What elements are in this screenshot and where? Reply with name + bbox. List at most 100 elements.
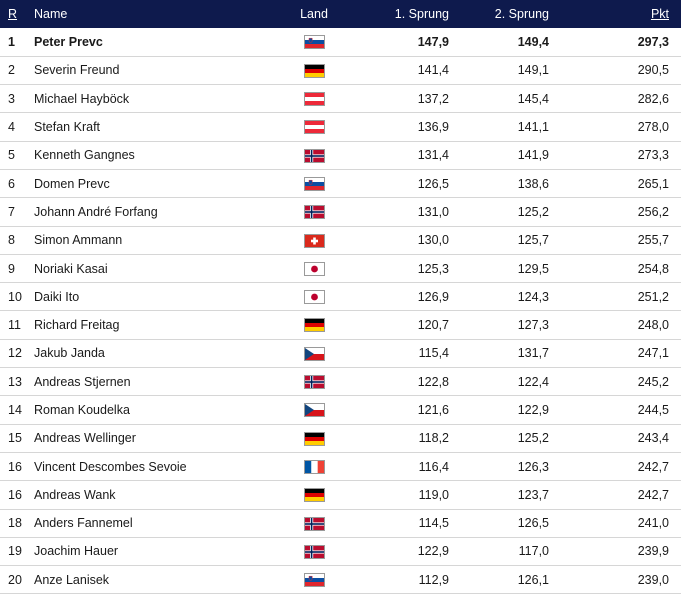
jump1-cell: 126,5 [417, 176, 449, 191]
header-land: Land [300, 7, 328, 21]
jump1-cell: 125,3 [417, 261, 449, 276]
country-cell [279, 339, 349, 367]
jump1-cell: 136,9 [417, 120, 449, 135]
country-cell [279, 481, 349, 509]
athlete-name: Roman Koudelka [34, 403, 130, 417]
jump2-cell: 124,3 [517, 289, 549, 304]
country-cell [279, 169, 349, 197]
points-cell: 255,7 [637, 233, 669, 248]
jump2-cell: 127,3 [517, 318, 549, 333]
rank-cell: 14 [8, 403, 22, 417]
header-points[interactable]: Pkt [650, 7, 669, 21]
country-cell [279, 198, 349, 226]
rank-cell: 6 [8, 176, 15, 191]
header-jump1: 1. Sprung [394, 7, 449, 21]
country-cell [279, 85, 349, 113]
norway-flag-icon [303, 516, 325, 531]
country-cell [279, 509, 349, 537]
country-cell [279, 254, 349, 282]
jump2-cell: 145,4 [517, 91, 549, 106]
table-row: 9 Noriaki Kasai 125,3 129,5 254,8 [0, 254, 681, 283]
jump2-cell: 125,7 [517, 233, 549, 248]
country-cell [279, 283, 349, 311]
athlete-name: Andreas Stjernen [34, 374, 131, 389]
rank-cell: 4 [8, 120, 15, 135]
athlete-name: Joachim Hauer [34, 544, 119, 559]
rank-cell: 7 [8, 204, 15, 219]
athlete-name: Severin Freund [34, 63, 120, 78]
jump2-cell: 129,5 [517, 261, 549, 276]
jump1-cell: 147,9 [417, 34, 449, 49]
athlete-name: Kenneth Gangnes [34, 148, 135, 163]
jump2-cell: 126,5 [517, 516, 549, 531]
points-cell: 256,2 [637, 204, 669, 219]
points-cell: 265,1 [637, 176, 669, 191]
czechia-flag-icon [303, 403, 325, 418]
athlete-name: Simon Ammann [34, 233, 123, 248]
country-cell [279, 424, 349, 452]
jump2-cell: 123,7 [517, 487, 549, 502]
norway-flag-icon [303, 544, 325, 559]
rank-cell: 9 [8, 261, 15, 276]
rank-cell: 2 [8, 63, 15, 78]
athlete-name: Stefan Kraft [34, 120, 101, 135]
athlete-name: Michael Hayböck [34, 91, 130, 106]
athlete-name: Vincent Descombes Sevoie [34, 459, 187, 474]
japan-flag-icon [303, 290, 325, 305]
rank-cell: 11 [8, 318, 21, 333]
jump1-cell: 118,2 [418, 431, 449, 446]
table-row: 12 Jakub Janda 115,4 131,7 247,1 [0, 339, 681, 368]
rank-cell: 10 [8, 289, 22, 304]
points-cell: 297,3 [637, 34, 669, 49]
table-row: 16 Vincent Descombes Sevoie 116,4 126,3 … [0, 452, 681, 481]
results-body: 1 Peter Prevc 147,9 149,4 297,3 2 Severi… [0, 28, 681, 594]
rank-cell: 20 [8, 572, 22, 587]
jump1-cell: 122,8 [417, 374, 449, 389]
athlete-name: Anders Fannemel [34, 516, 133, 531]
points-cell: 290,5 [637, 63, 669, 78]
slovenia-flag-icon [303, 573, 325, 588]
jump1-cell: 131,4 [417, 148, 449, 163]
points-cell: 243,4 [637, 431, 669, 446]
table-row: 11 Richard Freitag 120,7 127,3 248,0 [0, 311, 681, 340]
country-cell [279, 396, 349, 424]
jump1-cell: 120,7 [417, 318, 449, 333]
table-row: 4 Stefan Kraft 136,9 141,1 278,0 [0, 113, 681, 142]
rank-cell: 18 [8, 516, 22, 531]
rank-cell: 8 [8, 233, 15, 248]
points-cell: 245,2 [637, 374, 669, 389]
country-cell [279, 226, 349, 254]
athlete-name: Andreas Wank [34, 487, 116, 502]
jump2-cell: 141,9 [517, 148, 549, 163]
athlete-name: Noriaki Kasai [34, 261, 108, 276]
athlete-name: Daiki Ito [34, 289, 80, 304]
country-cell [279, 28, 349, 56]
rank-cell: 16 [8, 459, 22, 474]
jump1-cell: 114,5 [418, 516, 449, 531]
jump1-cell: 131,0 [417, 204, 449, 219]
table-row: 2 Severin Freund 141,4 149,1 290,5 [0, 56, 681, 85]
points-cell: 239,0 [637, 572, 669, 587]
table-row: 6 Domen Prevc 126,5 138,6 265,1 [0, 169, 681, 198]
norway-flag-icon [303, 205, 325, 220]
points-cell: 273,3 [637, 148, 669, 163]
germany-flag-icon [303, 488, 325, 503]
header-rank[interactable]: R [8, 7, 18, 21]
athlete-name: Domen Prevc [34, 176, 110, 191]
slovenia-flag-icon [303, 35, 325, 50]
header-jump2: 2. Sprung [494, 7, 549, 21]
table-row: 3 Michael Hayböck 137,2 145,4 282,6 [0, 85, 681, 113]
jump2-cell: 122,4 [517, 374, 549, 389]
jump1-cell: 130,0 [417, 233, 449, 248]
rank-cell: 1 [8, 34, 15, 49]
norway-flag-icon [303, 375, 325, 390]
jump2-cell: 126,1 [517, 572, 549, 587]
jump1-cell: 119,0 [418, 487, 449, 502]
rank-cell: 15 [8, 431, 22, 446]
table-row: 8 Simon Ammann 130,0 125,7 255,7 [0, 226, 681, 255]
rank-cell: 3 [8, 91, 15, 106]
austria-flag-icon [303, 120, 325, 135]
jump1-cell: 112,9 [418, 572, 449, 587]
country-cell [279, 368, 349, 396]
table-row: 16 Andreas Wank 119,0 123,7 242,7 [0, 481, 681, 510]
